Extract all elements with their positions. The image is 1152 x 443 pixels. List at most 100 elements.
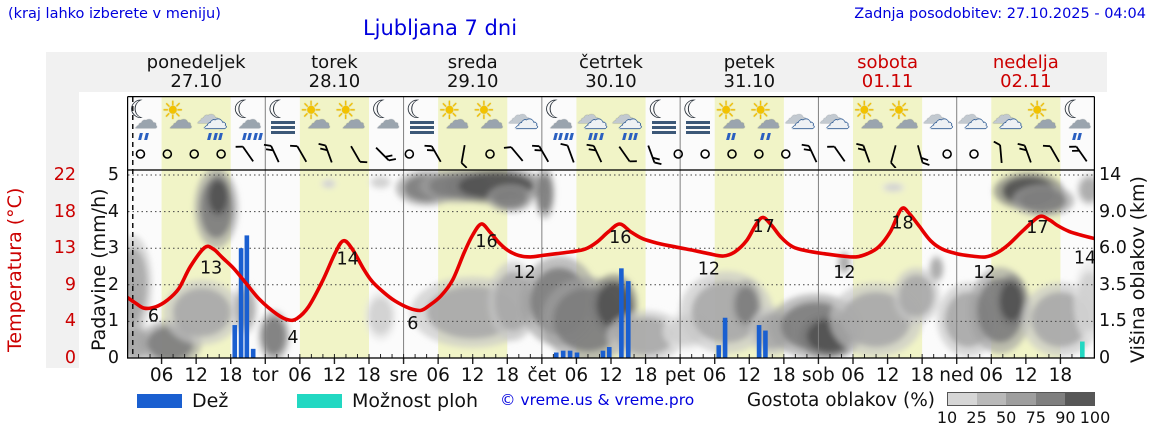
day-header-sobota: sobota 01.11 — [857, 52, 918, 92]
axis-tick: 3.5 — [1099, 274, 1127, 295]
time-tick: 06 — [426, 365, 450, 386]
cloudy-icon: ☁ ☁ — [783, 101, 815, 134]
sun-cloud-icon: ☀ ☁ — [887, 96, 919, 134]
moon-cloud-rain-icon: ☾ ☁ — [231, 97, 266, 141]
day-headers: ponedeljek 27.10 torek 28.10 sreda 29.10 četrt… — [127, 53, 1095, 93]
temp-value-label: 14 — [337, 249, 359, 269]
sun-cloud-icon: ☀ ☁ — [299, 96, 331, 134]
day-header-četrtek: četrtek 30.10 — [578, 52, 643, 92]
density-tick: 75 — [1025, 408, 1046, 427]
temp-value-label: 18 — [891, 214, 913, 234]
sun-cloud-icon: ☀ ☁ — [472, 96, 504, 134]
axis-tick: 0 — [107, 348, 119, 368]
axis-tick: 18 — [53, 201, 76, 222]
sun-cloud-icon: ☀ ☁ — [1026, 96, 1058, 134]
time-tick: 06 — [288, 365, 312, 386]
temp-value-label: 16 — [475, 232, 497, 252]
temp-value-label: 12 — [833, 263, 855, 283]
axis-tick: 1 — [107, 311, 119, 332]
sun-cloud-rain-icon: ☀ ☁ — [749, 97, 784, 141]
time-tick: 12 — [1014, 365, 1038, 386]
cloud-density-gradient-bar — [947, 392, 1095, 406]
time-tick: 18 — [772, 365, 796, 386]
cloud-density-legend-label: Gostota oblakov (%) — [746, 390, 935, 411]
time-tick: tor — [252, 365, 279, 386]
time-tick: čet — [527, 365, 557, 386]
density-segment — [1006, 393, 1036, 405]
density-segment — [1035, 393, 1065, 405]
axis-tick: 9 — [64, 274, 76, 295]
temp-value-label: 6 — [148, 307, 159, 327]
density-tick: 50 — [996, 408, 1017, 427]
temperature-axis-label: Temperatura (°C) — [4, 187, 26, 353]
day-header-ponedeljek: ponedeljek 27.10 — [146, 52, 246, 92]
time-tick: 12 — [322, 365, 347, 386]
wind-barbs-row — [135, 141, 1088, 168]
rain-legend-swatch — [137, 394, 182, 408]
moon-cloud-rain-icon: ☾ ☁ — [542, 97, 577, 141]
moon-cloud-drizzle-icon: ☾ ☁ — [127, 97, 162, 141]
time-tick: pet — [664, 365, 696, 386]
time-tick: 18 — [1048, 365, 1073, 386]
axis-tick: 14 — [1099, 165, 1122, 185]
temp-value-label: 6 — [407, 314, 418, 334]
density-tick: 10 — [936, 408, 958, 427]
axis-tick: 4 — [107, 201, 119, 222]
time-tick: sre — [389, 365, 418, 386]
day-header-torek: torek 28.10 — [308, 52, 361, 92]
axis-tick: 13 — [53, 238, 76, 259]
time-tick: 12 — [599, 365, 623, 386]
time-axis-ticks: 06 12 18 tor 06 12 18 sre 06 12 18 čet 06 12 18 pet 06 12… — [127, 365, 1095, 387]
time-tick: 18 — [495, 365, 520, 386]
copyright-link[interactable]: © vreme.us & vreme.pro — [500, 391, 695, 409]
time-tick: sob — [802, 365, 835, 386]
axis-tick: 6.0 — [1099, 238, 1127, 259]
axis-tick: 1.5 — [1099, 311, 1127, 332]
time-tick: 12 — [875, 365, 900, 386]
temp-axis-band — [46, 52, 79, 368]
axis-tick: 9.0 — [1099, 201, 1127, 222]
page-title: Ljubljana 7 dni — [362, 16, 518, 40]
menu-hint: (kraj lahko izberete v meniju) — [8, 6, 221, 22]
day-header-nedelja: nedelja 02.11 — [992, 52, 1059, 92]
cloudy-icon: ☁ ☁ — [922, 101, 954, 134]
moon-fog-icon: ☾ — [646, 97, 681, 141]
time-tick: 18 — [357, 365, 381, 386]
day-header-band — [46, 52, 1107, 92]
time-tick: 06 — [149, 365, 174, 386]
sun-cloud-rain-icon: ☀ ☁ — [715, 97, 750, 141]
axis-tick: 22 — [53, 165, 76, 185]
time-tick: 06 — [979, 365, 1004, 386]
time-tick: ned — [939, 365, 975, 386]
sun-cloud-icon: ☀ ☁ — [438, 96, 470, 134]
temp-value-label: 12 — [513, 263, 535, 283]
weather-icons-row: ☾ ☁ ☀ ☁ ☁ ☁ ☾ ☁ ☾ ☀ ☁ ☀ ☁ ☾ ☁ ☾ ☀ ☁ ☀ ☁ ☁ ☁ ☾ ☁ ☁ ☁ ☁ ☁ ☾ ☾ ☀ ☁ ☀ ☁ ☁ ☁ ☁ ☁ ☀ ☁… — [127, 97, 1095, 141]
time-tick: 18 — [910, 365, 934, 386]
density-tick: 100 — [1079, 408, 1111, 427]
temp-value-label: 12 — [973, 263, 995, 283]
shower-legend-label: Možnost ploh — [352, 390, 479, 412]
moon-cloud-drizzle-icon: ☾ ☁ — [1061, 97, 1096, 141]
moon-fog-icon: ☾ — [265, 97, 300, 141]
time-tick: 06 — [564, 365, 589, 386]
cloud-rain-icon: ☁ ☁ — [577, 97, 612, 141]
temp-value-label: 17 — [753, 217, 775, 237]
rain-legend-label: Dež — [192, 390, 229, 412]
day-header-petek: petek 31.10 — [723, 52, 776, 92]
sun-cloud-icon: ☀ ☁ — [334, 96, 366, 134]
density-segment — [1064, 393, 1095, 405]
density-segment — [977, 393, 1007, 405]
cloudy-icon: ☁ ☁ — [818, 101, 850, 134]
cloud-density-ticks: 10 25 50 75 90 100 — [937, 408, 1110, 427]
cloud-rain-icon: ☁ ☁ — [196, 97, 231, 141]
density-tick: 90 — [1055, 408, 1076, 427]
cloud-rain-icon: ☁ ☁ — [611, 97, 646, 141]
density-tick: 25 — [966, 408, 987, 427]
axis-tick: 3 — [107, 238, 119, 259]
temp-value-label: 13 — [200, 258, 222, 278]
cloudy-icon: ☁ ☁ — [991, 101, 1023, 134]
axis-tick: 0 — [64, 348, 76, 368]
temp-value-label: 14 — [1074, 248, 1095, 268]
time-tick: 18 — [218, 365, 243, 386]
